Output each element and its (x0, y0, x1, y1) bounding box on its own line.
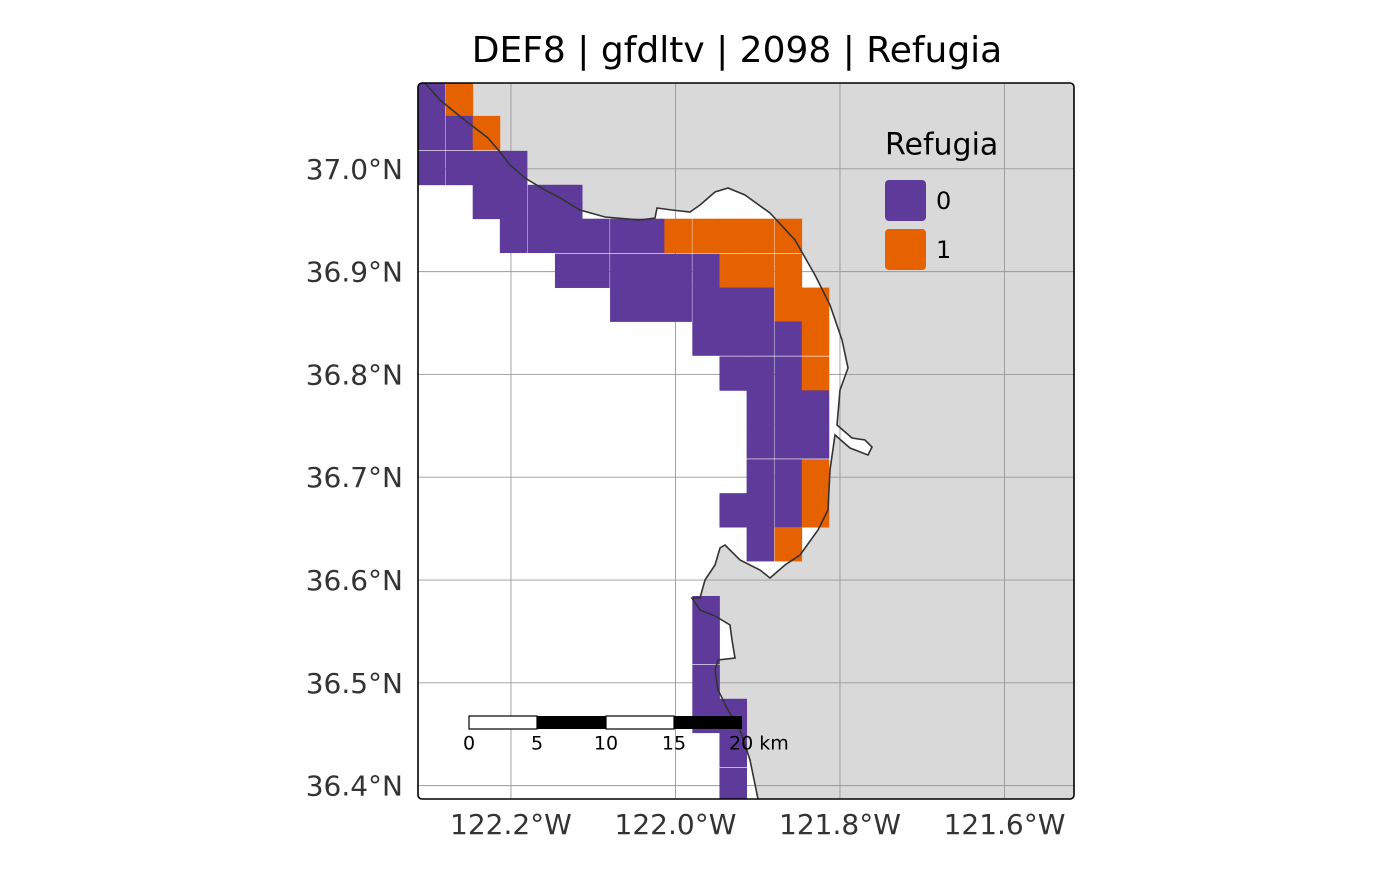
refugia-cell (637, 218, 665, 254)
refugia-cell (719, 218, 748, 254)
refugia-cell (746, 493, 775, 528)
refugia-cell (774, 287, 803, 322)
scale-label: 20 km (729, 733, 789, 755)
refugia-cell (774, 321, 803, 356)
legend-key (885, 229, 926, 270)
refugia-cell (582, 218, 610, 254)
legend-key (885, 180, 926, 221)
refugia-cell (719, 287, 748, 322)
refugia-cell (746, 218, 775, 254)
refugia-cell (582, 253, 610, 288)
refugia-cell (774, 493, 803, 528)
refugia-cell (692, 253, 720, 288)
refugia-cell (746, 424, 775, 459)
map-title: DEF8 | gfdltv | 2098 | Refugia (472, 30, 1003, 71)
refugia-cell (610, 218, 638, 254)
refugia-cell (527, 218, 556, 254)
x-tick-label: 121.8°W (779, 808, 901, 841)
refugia-cell (664, 253, 692, 288)
refugia-cell (719, 767, 748, 799)
legend-label: 0 (936, 187, 951, 215)
legend-title: Refugia (885, 128, 998, 163)
y-tick-label: 36.6°N (306, 564, 403, 597)
refugia-cell (445, 115, 474, 151)
refugia-cell (719, 356, 748, 391)
refugia-cell (719, 493, 748, 528)
refugia-cell (610, 253, 638, 288)
refugia-cell (664, 218, 692, 254)
refugia-cell (610, 287, 638, 322)
refugia-cell (472, 150, 501, 186)
scale-label: 5 (531, 733, 543, 755)
refugia-cell (801, 356, 830, 391)
refugia-cell (746, 253, 775, 288)
x-tick-label: 122.2°W (450, 808, 572, 841)
y-tick-label: 36.9°N (306, 256, 403, 289)
scale-bar: 0 5 10 15 20 km (463, 715, 789, 755)
refugia-cell (692, 287, 720, 322)
scale-label: 15 (662, 733, 686, 755)
refugia-cell (418, 115, 446, 151)
y-tick-label: 36.4°N (306, 770, 403, 803)
legend-label: 1 (936, 236, 951, 264)
refugia-cell (637, 287, 665, 322)
refugia-cell (746, 527, 775, 562)
refugia-cell (554, 253, 583, 288)
y-tick-label: 36.7°N (306, 461, 403, 494)
refugia-cell (445, 83, 474, 117)
refugia-cell (774, 253, 803, 288)
refugia-cell (774, 390, 803, 425)
y-tick-label: 36.5°N (306, 667, 403, 700)
refugia-cell (664, 287, 692, 322)
legend: Refugia 0 1 (885, 128, 998, 270)
refugia-cell (692, 321, 720, 356)
refugia-cell (499, 218, 528, 254)
y-tick-label: 36.8°N (306, 358, 403, 391)
refugia-cell (445, 150, 474, 186)
refugia-cell (637, 253, 665, 288)
refugia-cell (554, 184, 583, 220)
refugia-cell (801, 321, 830, 356)
refugia-cell (801, 459, 830, 494)
refugia-cell (746, 390, 775, 425)
y-tick-label: 37.0°N (306, 153, 403, 186)
refugia-cell (801, 493, 830, 528)
refugia-cell (801, 287, 830, 322)
refugia-cell (746, 287, 775, 322)
refugia-cell (801, 390, 830, 425)
x-tick-label: 121.6°W (944, 808, 1066, 841)
refugia-cell (746, 356, 775, 391)
refugia-cell (692, 218, 720, 254)
scale-label: 10 (594, 733, 618, 755)
coastline (424, 83, 873, 799)
x-tick-label: 122.0°W (615, 808, 737, 841)
refugia-cell (418, 83, 446, 117)
refugia-cell (472, 115, 501, 151)
refugia-cell (746, 321, 775, 356)
refugia-cell (774, 356, 803, 391)
refugia-cell (746, 459, 775, 494)
refugia-cell (692, 629, 720, 665)
scale-label: 0 (463, 733, 475, 755)
panel-border (417, 82, 1075, 800)
refugia-cell (801, 424, 830, 459)
refugia-cell (499, 184, 528, 220)
refugia-cell (472, 184, 501, 220)
refugia-cell (418, 150, 446, 186)
refugia-cell (527, 184, 556, 220)
refugia-cell (774, 424, 803, 459)
refugia-cell (719, 321, 748, 356)
refugia-cell (554, 218, 583, 254)
refugia-cell (774, 459, 803, 494)
refugia-cell (774, 218, 803, 254)
refugia-cell (719, 253, 748, 288)
